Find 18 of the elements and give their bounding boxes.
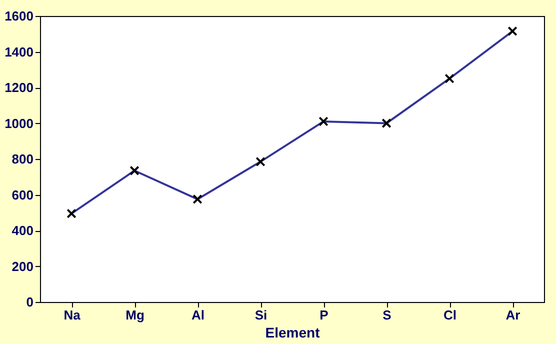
- x-tick-label: P: [320, 308, 329, 322]
- y-tick-label: 1600: [4, 8, 34, 24]
- x-tick-label: S: [382, 308, 392, 322]
- y-tick-label: 600: [12, 187, 34, 202]
- y-tick-label: 0: [26, 294, 34, 310]
- y-tick-label: 1400: [4, 44, 34, 60]
- y-tick-label: 800: [12, 152, 34, 166]
- x-tick-label: Na: [64, 308, 82, 322]
- y-tick-label: 200: [12, 258, 34, 274]
- x-axis-title: Element: [265, 324, 320, 340]
- x-tick-label: Ar: [506, 308, 520, 322]
- x-tick-label: Si: [254, 308, 268, 322]
- x-tick-label: Al: [192, 308, 204, 322]
- x-tick-label: Mg: [126, 308, 144, 322]
- y-tick-label: 1200: [4, 80, 34, 95]
- x-tick-label: Cl: [444, 308, 456, 322]
- y-tick-label: 1000: [4, 116, 34, 131]
- y-tick-label: 400: [12, 223, 34, 238]
